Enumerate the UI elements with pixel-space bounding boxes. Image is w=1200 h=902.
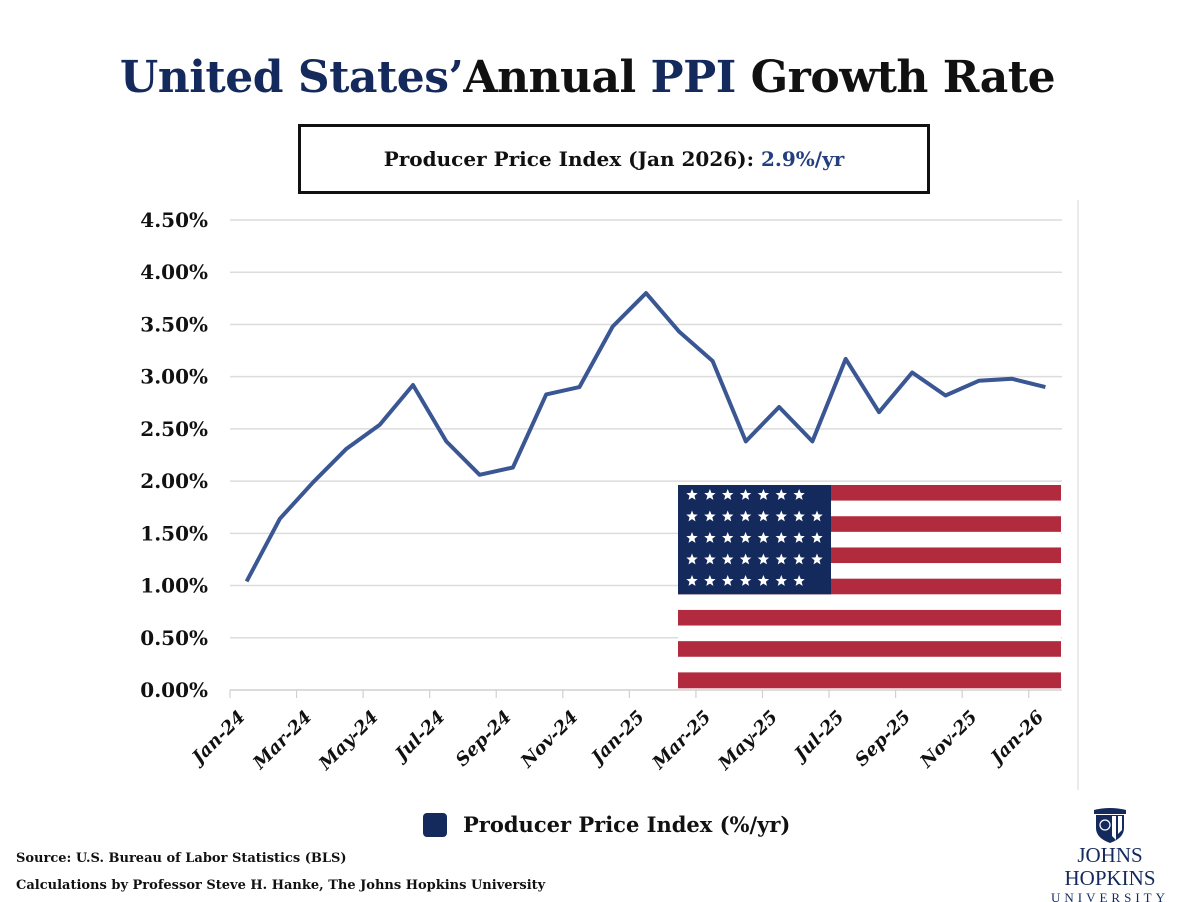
y-tick-label: 4.50%	[140, 208, 208, 232]
flag-star-icon	[757, 532, 770, 543]
flag-red-stripe	[678, 609, 1061, 626]
y-tick-label: 3.50%	[140, 312, 208, 336]
flag-star-icon	[722, 510, 734, 522]
flag-star-icon	[686, 489, 698, 500]
us-flag-image	[678, 485, 1061, 689]
x-tick-label: Sep-25	[851, 707, 915, 771]
jhu-shield-icon	[1094, 808, 1126, 843]
flag-star-icon	[793, 575, 805, 586]
flag-star-icon	[686, 532, 698, 543]
y-tick-label: 1.00%	[140, 574, 208, 598]
flag-star-icon	[704, 489, 716, 500]
flag-star-icon	[704, 532, 716, 543]
flag-star-icon	[722, 575, 734, 586]
x-tick-label: Nov-24	[516, 707, 582, 773]
x-tick-label: Sep-24	[452, 707, 516, 771]
y-tick-label: 1.50%	[140, 521, 208, 545]
line-chart: 0.00% 0.50% 1.00% 1.50% 2.00% 2.50% 3.00% 3.50%…	[140, 200, 1079, 790]
flag-star-icon	[686, 553, 698, 565]
title-growth-rate: Growth Rate	[735, 52, 1056, 103]
legend-swatch	[423, 812, 447, 837]
flag-star-icon	[704, 553, 716, 565]
flag-star-icon	[739, 489, 752, 500]
title-country: United States’	[119, 52, 464, 103]
page-title: United States’Annual PPI Growth Rate	[0, 52, 1175, 103]
flag-star-icon	[757, 510, 770, 522]
x-tick-label: Jan-26	[985, 706, 1049, 770]
x-tick-label: Jan-24	[186, 707, 249, 770]
y-tick-label: 0.00%	[140, 678, 208, 702]
subtitle-box: Producer Price Index (Jan 2026): 2.9%/yr	[298, 124, 930, 194]
flag-star-icon	[793, 489, 805, 500]
x-tick-label: Jul-25	[788, 707, 848, 767]
y-tick-label: 2.00%	[140, 469, 208, 493]
y-tick-label: 3.00%	[140, 365, 208, 389]
flag-star-icon	[775, 510, 787, 522]
x-tick-label: May-25	[714, 707, 782, 775]
flag-star-icon	[704, 510, 716, 522]
legend: Producer Price Index (%/yr)	[423, 812, 790, 837]
x-tick-label: Mar-25	[648, 707, 716, 775]
title-annual: Annual	[463, 52, 651, 103]
logo-text: JOHNS HOPKINS	[1064, 843, 1156, 890]
x-tick-label: Jan-25	[585, 707, 648, 770]
logo-subtext: UNIVERSITY	[1051, 890, 1169, 902]
flag-star-icon	[775, 575, 787, 586]
flag-star-icon	[739, 510, 752, 522]
subtitle-value: 2.9%/yr	[760, 147, 845, 171]
flag-star-icon	[757, 489, 770, 500]
flag-star-icon	[793, 553, 805, 565]
flag-star-icon	[722, 553, 734, 565]
flag-star-icon	[757, 575, 770, 586]
flag-star-icon	[739, 575, 752, 586]
x-tick-label: Jul-24	[389, 707, 449, 767]
y-tick-label: 2.50%	[140, 417, 208, 441]
source-note: Source: U.S. Bureau of Labor Statistics …	[16, 851, 347, 866]
flag-star-icon	[739, 553, 752, 565]
flag-canton	[678, 485, 831, 595]
legend-label: Producer Price Index (%/yr)	[463, 812, 791, 837]
flag-star-icon	[775, 532, 787, 543]
calc-note: Calculations by Professor Steve H. Hanke…	[16, 878, 546, 893]
flag-star-icon	[686, 575, 698, 586]
flag-star-icon	[775, 489, 787, 500]
flag-star-icon	[811, 510, 823, 522]
flag-star-icon	[775, 553, 787, 565]
flag-star-icon	[757, 553, 770, 565]
flag-white-stripe	[678, 656, 1061, 673]
jhu-logo: JOHNS HOPKINS UNIVERSITY	[1030, 806, 1190, 902]
subtitle-label: Producer Price Index (Jan 2026):	[383, 147, 761, 171]
flag-star-icon	[686, 510, 698, 522]
flag-red-stripe	[678, 641, 1061, 658]
flag-star-icon	[811, 532, 823, 543]
x-tick-label: Mar-24	[249, 707, 317, 775]
flag-red-stripe	[678, 672, 1061, 689]
title-ppi: PPI	[650, 52, 737, 103]
flag-star-icon	[811, 553, 823, 565]
x-tick-label: May-24	[314, 707, 382, 775]
flag-star-icon	[739, 532, 752, 543]
flag-star-icon	[793, 532, 805, 543]
x-tick-label: Nov-25	[916, 707, 982, 773]
flag-white-stripe	[678, 625, 1061, 642]
flag-star-icon	[793, 510, 805, 522]
flag-star-icon	[722, 532, 734, 543]
y-tick-label: 0.50%	[140, 626, 208, 650]
flag-star-icon	[722, 489, 734, 500]
flag-star-icon	[704, 575, 716, 586]
flag-white-stripe	[678, 594, 1061, 611]
y-tick-label: 4.00%	[140, 260, 208, 284]
